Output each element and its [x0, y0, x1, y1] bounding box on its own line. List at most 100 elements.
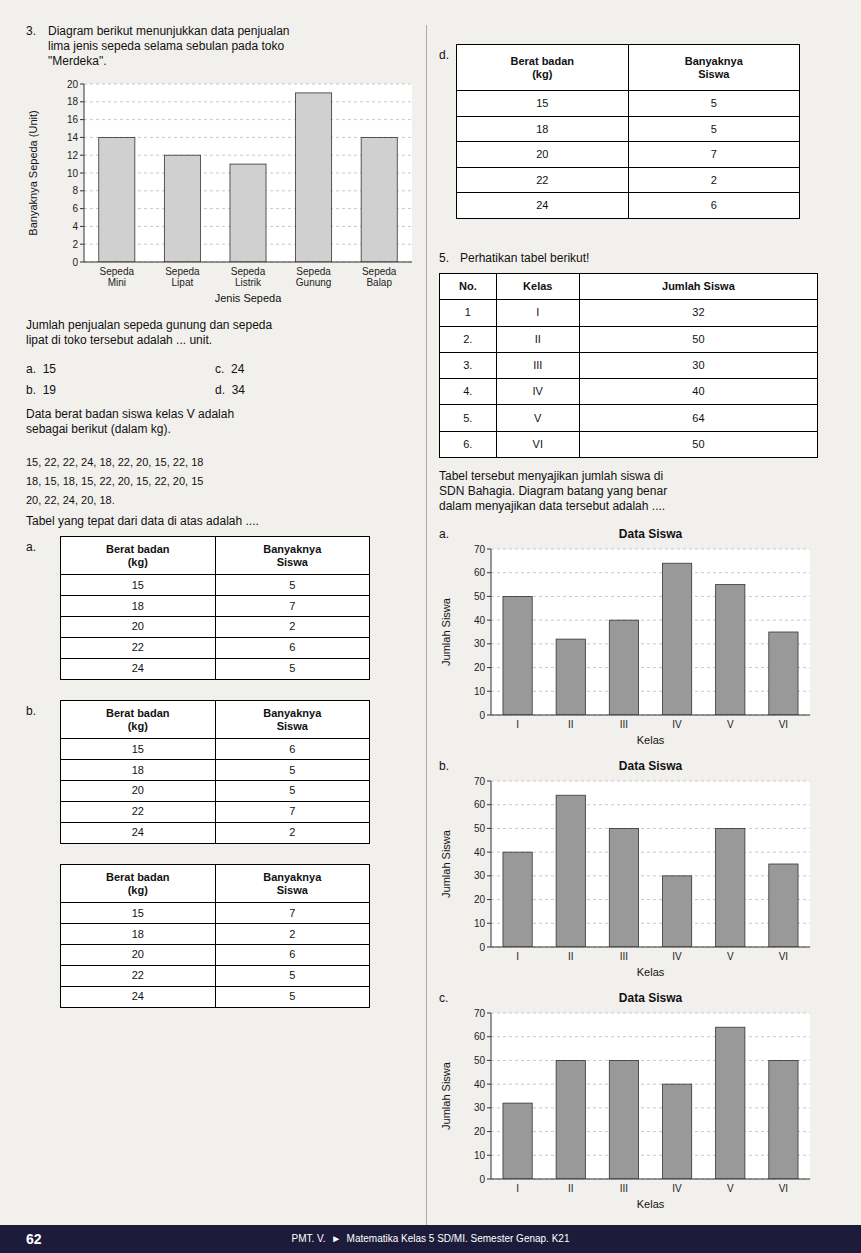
- table-row: 182: [61, 924, 370, 945]
- table-cell: 2.: [440, 326, 497, 352]
- table-cell: 6: [215, 739, 370, 760]
- category-label: II: [568, 1183, 574, 1194]
- table-cell: 22: [61, 965, 216, 986]
- table: Berat badan (kg)Banyaknya Siswa155185207…: [456, 44, 800, 219]
- table-header-row: No.KelasJumlah Siswa: [440, 274, 818, 300]
- grid-line: [491, 828, 810, 829]
- table-cell: 64: [579, 405, 817, 431]
- tick-label: 6: [72, 203, 78, 214]
- bar: [556, 639, 585, 715]
- category-label: III: [620, 1183, 628, 1194]
- category-label: V: [727, 1183, 734, 1194]
- x-axis-label: Jenis Sepeda: [215, 292, 283, 304]
- tick-mark: [487, 667, 491, 668]
- option-label: a.: [26, 540, 36, 555]
- tick-mark: [80, 226, 84, 227]
- tick-label: 20: [67, 79, 79, 90]
- y-axis: [491, 1013, 492, 1179]
- option-label: b.: [439, 759, 449, 773]
- bar: [556, 795, 585, 947]
- grid-line: [491, 643, 810, 644]
- option-label: c.: [439, 991, 448, 1005]
- table-cell: 18: [61, 596, 216, 617]
- table-cell: 50: [579, 431, 817, 457]
- grid-line: [84, 101, 412, 102]
- table-cell: 15: [61, 903, 216, 924]
- table-cell: 1: [440, 300, 497, 326]
- table-cell: 18: [61, 760, 216, 781]
- bar: [361, 137, 397, 262]
- tick-label: 14: [67, 132, 79, 143]
- table-cell: 2: [628, 167, 800, 193]
- grid-line: [491, 947, 810, 948]
- tick-mark: [80, 137, 84, 138]
- answer-choice: d. 34: [215, 383, 245, 398]
- table-cell: 6: [215, 945, 370, 966]
- table-header: Banyaknya Siswa: [628, 45, 800, 91]
- table-header: Jumlah Siswa: [579, 274, 817, 300]
- x-axis: [491, 947, 810, 948]
- bars: [503, 795, 798, 947]
- table-cell: IV: [496, 379, 579, 405]
- table-cell: 5: [215, 760, 370, 781]
- grid-line: [491, 781, 810, 782]
- table-row: 185: [457, 116, 800, 142]
- chart-title: Data Siswa: [619, 527, 683, 541]
- table-cell: 15: [457, 91, 629, 117]
- bar: [296, 93, 332, 262]
- column-divider: [426, 25, 427, 1225]
- tick-mark: [487, 549, 491, 550]
- table-row: 246: [457, 193, 800, 219]
- tick-mark: [487, 691, 491, 692]
- data-line: 20, 22, 24, 20, 18.: [26, 493, 115, 508]
- tick-label: 20: [474, 662, 486, 673]
- bar: [164, 155, 200, 262]
- table-header: Banyaknya Siswa: [215, 537, 370, 575]
- table-row: 245: [61, 986, 370, 1007]
- grid-line: [84, 84, 412, 85]
- table-header: Kelas: [496, 274, 579, 300]
- category-label: I: [516, 719, 519, 730]
- tick-label: 40: [474, 847, 486, 858]
- table-cell: 50: [579, 326, 817, 352]
- tick-label: 30: [474, 638, 486, 649]
- bar: [769, 864, 798, 947]
- grid-line: [491, 875, 810, 876]
- bars: [99, 93, 397, 262]
- bar: [503, 1103, 532, 1179]
- category-label: I: [516, 1183, 519, 1194]
- grid-line: [491, 667, 810, 668]
- table-row: 155: [457, 91, 800, 117]
- table-cell: 7: [628, 142, 800, 168]
- table-header-row: Berat badan (kg)Banyaknya Siswa: [61, 865, 370, 903]
- bar: [503, 596, 532, 715]
- grid-line: [491, 549, 810, 550]
- category-label: III: [620, 719, 628, 730]
- tick-mark: [80, 155, 84, 156]
- table-cell: VI: [496, 431, 579, 457]
- table-cell: 20: [457, 142, 629, 168]
- table-row: 5.V64: [440, 405, 818, 431]
- tick-label: 70: [474, 1008, 486, 1019]
- tick-mark: [487, 828, 491, 829]
- tick-label: 4: [72, 221, 78, 232]
- table-header: Berat badan (kg): [457, 45, 629, 91]
- tick-label: 10: [474, 918, 486, 929]
- table-cell: 24: [61, 822, 216, 843]
- bar-chart: 02468101214161820SepedaMiniSepedaLipatSe…: [26, 76, 420, 312]
- table-cell: 2: [215, 924, 370, 945]
- category-label: VI: [779, 951, 788, 962]
- tick-mark: [487, 875, 491, 876]
- tick-mark: [80, 84, 84, 85]
- tick-mark: [80, 173, 84, 174]
- question-text: Data berat badan siswa kelas V adalah se…: [26, 407, 234, 437]
- table-row: 4.IV40: [440, 379, 818, 405]
- tick-mark: [80, 262, 84, 263]
- tick-label: 40: [474, 1079, 486, 1090]
- tick-label: 0: [479, 710, 485, 721]
- table-header: Berat badan (kg): [61, 865, 216, 903]
- tick-mark: [487, 947, 491, 948]
- bar: [609, 1060, 638, 1179]
- table-header-row: Berat badan (kg)Banyaknya Siswa: [61, 537, 370, 575]
- table-row: 155: [61, 575, 370, 596]
